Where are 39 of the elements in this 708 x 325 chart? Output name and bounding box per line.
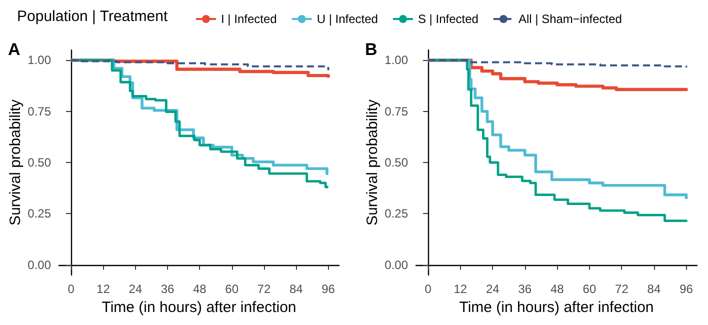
chart-title: A	[8, 40, 20, 59]
y-tick-label: 0.00	[384, 258, 408, 272]
x-tick-label: 12	[454, 282, 468, 296]
legend-label: U | Infected	[316, 12, 378, 26]
x-tick-label: 60	[225, 282, 239, 296]
y-tick-label: 0.50	[28, 156, 52, 170]
chart-title: B	[365, 40, 378, 59]
y-axis-title: Survival probability	[364, 99, 381, 226]
x-tick-label: 36	[518, 282, 532, 296]
x-axis-title: Time (in hours) after infection	[102, 298, 296, 316]
x-tick-label: 72	[615, 282, 629, 296]
x-tick-label: 60	[582, 282, 596, 296]
y-tick-label: 0.25	[28, 206, 52, 221]
x-axis-title: Time (in hours) after infection	[459, 298, 654, 316]
x-tick-label: 0	[424, 282, 432, 296]
x-tick-label: 36	[160, 282, 175, 296]
legend-title: Population | Treatment	[17, 8, 168, 25]
x-tick-label: 48	[192, 282, 207, 296]
y-tick-label: 0.75	[384, 104, 408, 118]
y-tick-label: 0.75	[28, 104, 52, 118]
x-tick-label: 96	[322, 282, 336, 296]
x-tick-label: 72	[257, 282, 271, 296]
y-tick-label: 0.25	[384, 206, 408, 221]
y-tick-label: 0.00	[28, 258, 52, 272]
x-tick-label: 12	[96, 282, 110, 296]
y-tick-label: 0.50	[384, 156, 408, 170]
y-tick-label: 1.00	[28, 53, 52, 68]
x-tick-label: 0	[68, 282, 75, 296]
y-axis-title: Survival probability	[7, 99, 24, 226]
legend-label: I | Infected	[221, 12, 277, 26]
legend-label: S | Infected	[418, 12, 478, 26]
x-tick-label: 84	[289, 282, 304, 296]
x-tick-label: 24	[128, 282, 142, 296]
x-tick-label: 84	[647, 282, 661, 296]
legend-label: All | Sham−infected	[518, 12, 622, 26]
x-tick-label: 24	[486, 282, 500, 296]
x-tick-label: 96	[680, 282, 694, 296]
x-tick-label: 48	[550, 282, 564, 296]
y-tick-label: 1.00	[384, 53, 408, 68]
